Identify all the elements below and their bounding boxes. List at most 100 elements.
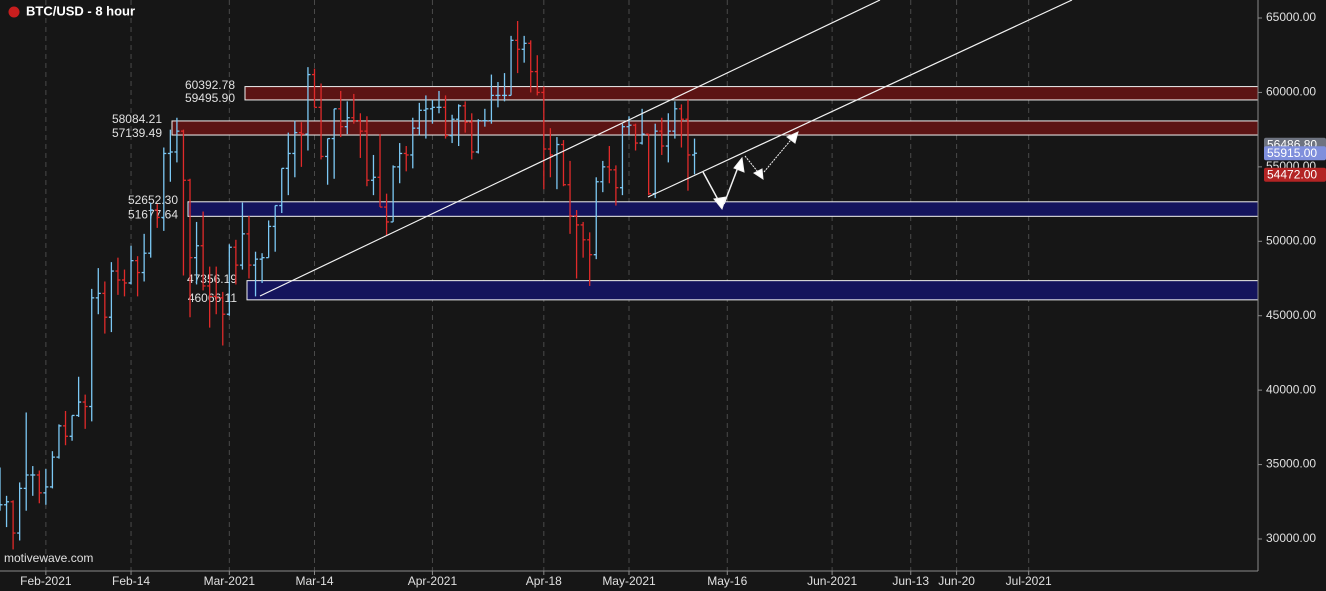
y-tick-label: 45000.00 bbox=[1266, 308, 1316, 322]
ohlc-bar bbox=[292, 120, 298, 178]
ohlc-bar bbox=[213, 266, 219, 315]
ohlc-bar bbox=[167, 129, 173, 182]
ohlc-bar bbox=[619, 123, 625, 196]
ohlc-bar bbox=[43, 469, 49, 505]
ohlc-bar bbox=[141, 233, 147, 282]
arrow bbox=[763, 134, 796, 173]
ohlc-bar bbox=[312, 68, 317, 108]
ohlc-bar bbox=[370, 154, 376, 196]
ohlc-bar bbox=[220, 291, 226, 346]
x-tick-label: Apr-2021 bbox=[408, 574, 458, 588]
ohlc-bar bbox=[115, 257, 121, 295]
ohlc-bar bbox=[685, 99, 691, 191]
ohlc-bar bbox=[285, 132, 291, 196]
ohlc-bar bbox=[246, 215, 252, 279]
ohlc-bar bbox=[659, 117, 665, 155]
ohlc-bar bbox=[600, 160, 606, 193]
ohlc-bar bbox=[108, 262, 114, 333]
ohlc-bar bbox=[580, 221, 586, 258]
price-marker-label: 54472.00 bbox=[1267, 167, 1317, 181]
ohlc-bar bbox=[456, 104, 462, 147]
x-tick-label: Feb-14 bbox=[112, 574, 150, 588]
ohlc-bar bbox=[69, 414, 75, 441]
ohlc-bar bbox=[475, 119, 481, 154]
ohlc-bar bbox=[547, 128, 553, 178]
zone-label: 51677.64 bbox=[128, 207, 178, 221]
ohlc-bar bbox=[521, 35, 527, 63]
y-tick-label: 50000.00 bbox=[1266, 233, 1316, 247]
x-tick-label: Feb-2021 bbox=[20, 574, 72, 588]
ohlc-bar bbox=[515, 20, 521, 74]
ohlc-bar bbox=[279, 167, 285, 214]
ohlc-bar bbox=[239, 202, 245, 270]
status-dot bbox=[8, 6, 20, 18]
ohlc-bar bbox=[410, 117, 416, 169]
ohlc-bar bbox=[449, 114, 455, 144]
ohlc-bar bbox=[469, 113, 475, 160]
ohlc-bar bbox=[384, 193, 390, 236]
ohlc-bar bbox=[49, 451, 55, 489]
ohlc-bar bbox=[272, 204, 278, 252]
ohlc-bar bbox=[344, 101, 350, 135]
ohlc-bar bbox=[639, 108, 645, 145]
ohlc-bar bbox=[161, 147, 167, 231]
x-tick-label: Jun-2021 bbox=[807, 574, 857, 588]
ohlc-bar bbox=[95, 268, 101, 315]
ohlc-bar bbox=[482, 108, 488, 127]
ohlc-bar bbox=[0, 467, 3, 511]
price-marker bbox=[1264, 146, 1326, 161]
ohlc-bar bbox=[89, 288, 95, 422]
zone-label: 60392.78 bbox=[185, 78, 235, 92]
ohlc-bar bbox=[128, 245, 134, 285]
trend-line bbox=[647, 0, 1073, 198]
x-axis-panel bbox=[0, 571, 1326, 591]
ohlc-bar bbox=[180, 129, 186, 276]
ohlc-bar bbox=[692, 138, 698, 175]
ohlc-bar bbox=[135, 256, 141, 297]
ohlc-bar bbox=[443, 95, 449, 139]
ohlc-bar bbox=[56, 424, 62, 459]
zone-label: 59495.90 bbox=[185, 91, 235, 105]
chart-title: BTC/USD - 8 hour bbox=[26, 3, 135, 18]
ohlc-bar bbox=[633, 123, 639, 151]
ohlc-bar bbox=[351, 93, 357, 124]
watermark: motivewave.com bbox=[4, 551, 93, 565]
ohlc-bar bbox=[574, 210, 580, 279]
ohlc-bar bbox=[148, 202, 154, 258]
ohlc-bar bbox=[76, 376, 82, 417]
zone bbox=[246, 280, 1259, 301]
ohlc-bar bbox=[259, 253, 265, 283]
ohlc-bar bbox=[397, 143, 403, 184]
ohlc-bar bbox=[187, 178, 193, 318]
ohlc-bar bbox=[23, 412, 29, 511]
zone-label: 46066.11 bbox=[188, 291, 237, 305]
y-axis-panel bbox=[1258, 0, 1326, 591]
ohlc-bar bbox=[364, 116, 370, 187]
trend-line bbox=[259, 0, 881, 297]
x-tick-label: Jun-13 bbox=[892, 574, 929, 588]
ohlc-bar bbox=[357, 113, 363, 158]
ohlc-bar bbox=[678, 104, 684, 148]
ohlc-bar bbox=[338, 90, 344, 138]
x-tick-label: Mar-14 bbox=[295, 574, 333, 588]
ohlc-bar bbox=[462, 101, 468, 133]
ohlc-bar bbox=[495, 82, 501, 108]
x-tick-label: Apr-18 bbox=[526, 574, 562, 588]
ohlc-bar bbox=[200, 211, 206, 291]
zone-label: 47356.19 bbox=[187, 272, 237, 286]
ohlc-bar bbox=[4, 495, 10, 528]
y-tick-label: 65000.00 bbox=[1266, 10, 1316, 24]
ohlc-bar bbox=[423, 95, 429, 139]
ohlc-bar bbox=[305, 67, 311, 151]
ohlc-bar bbox=[298, 122, 304, 167]
ohlc-bar bbox=[325, 137, 331, 185]
ohlc-bar bbox=[207, 266, 213, 328]
ohlc-bar bbox=[390, 165, 396, 223]
x-tick-label: May-16 bbox=[707, 574, 747, 588]
ohlc-bar bbox=[429, 99, 435, 124]
y-tick-label: 30000.00 bbox=[1266, 531, 1316, 545]
x-tick-label: Jul-2021 bbox=[1006, 574, 1052, 588]
axes: Feb-2021 Feb-14 Mar-2021 Mar-14 Apr-2021 Apr-… bbox=[20, 10, 1326, 588]
ohlc-bar bbox=[665, 113, 671, 163]
